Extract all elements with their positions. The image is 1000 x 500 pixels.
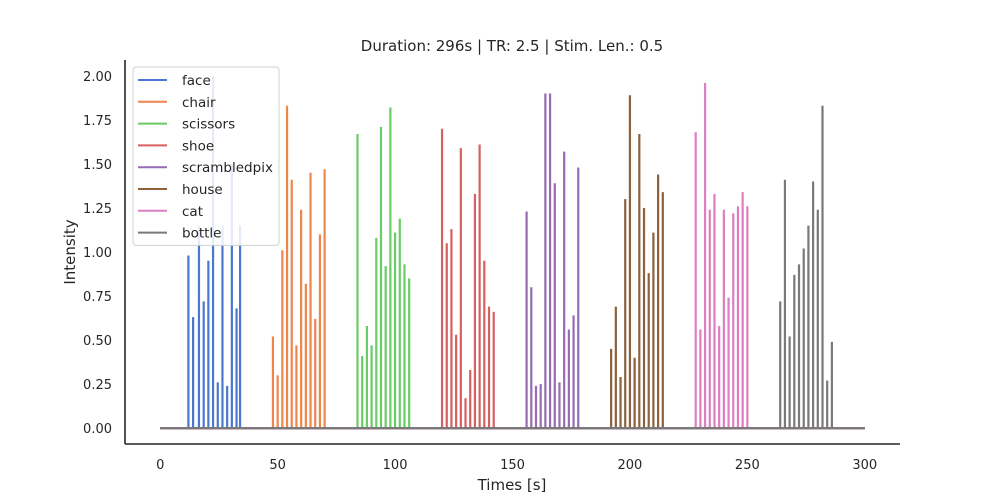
legend-item-house: house [138,182,223,198]
y-tick-label: 1.00 [83,246,112,261]
x-tick-label: 100 [383,458,408,473]
y-tick-label: 0.00 [83,422,112,437]
x-tick-label: 0 [156,458,164,473]
y-tick-label: 0.75 [83,290,112,305]
legend-label: scissors [182,117,235,133]
legend-label: face [182,73,211,89]
legend-label: house [182,182,223,198]
x-tick-label: 50 [269,458,286,473]
legend-item-cat: cat [138,204,203,220]
y-axis-label: Intensity [61,219,79,284]
series-chair [271,105,326,429]
y-tick-label: 0.50 [83,334,112,349]
legend-label: bottle [182,226,221,242]
bars-layer [187,75,833,429]
legend-label: scrambledpix [182,160,273,176]
x-tick-labels: 0 50 100 150 200 250 300 [156,458,877,473]
x-tick-label: 200 [618,458,643,473]
series-scrambledpix [525,93,580,429]
legend: face chair scissors shoe scrambledpix house ca… [132,66,280,246]
y-tick-label: 1.25 [83,202,112,217]
series-bottle [779,105,833,429]
series-scissors [356,107,411,429]
x-tick-label: 300 [852,458,877,473]
y-tick-label: 1.50 [83,158,112,173]
legend-item-bottle: bottle [138,226,221,242]
series-shoe [440,128,495,429]
legend-item-scrambledpix: scrambledpix [138,160,273,176]
legend-label: shoe [182,138,214,154]
legend-item-face: face [138,73,211,89]
y-tick-label: 2.00 [83,70,112,85]
legend-label: cat [182,204,203,220]
y-tick-labels: 0.00 0.25 0.50 0.75 1.00 1.25 1.50 1.75 2.00 [83,70,112,437]
x-tick-label: 150 [500,458,525,473]
series-cat [694,82,749,429]
chart-title: Duration: 296s | TR: 2.5 | Stim. Len.: 0… [361,37,663,55]
x-axis-label: Times [s] [477,476,547,494]
y-tick-label: 1.75 [83,114,112,129]
series-house [610,95,664,429]
legend-label: chair [182,95,216,111]
legend-frame [132,66,280,246]
y-tick-label: 0.25 [83,378,112,393]
legend-item-scissors: scissors [138,117,235,133]
legend-item-chair: chair [138,95,216,111]
legend-item-shoe: shoe [138,138,214,154]
x-tick-label: 250 [735,458,760,473]
